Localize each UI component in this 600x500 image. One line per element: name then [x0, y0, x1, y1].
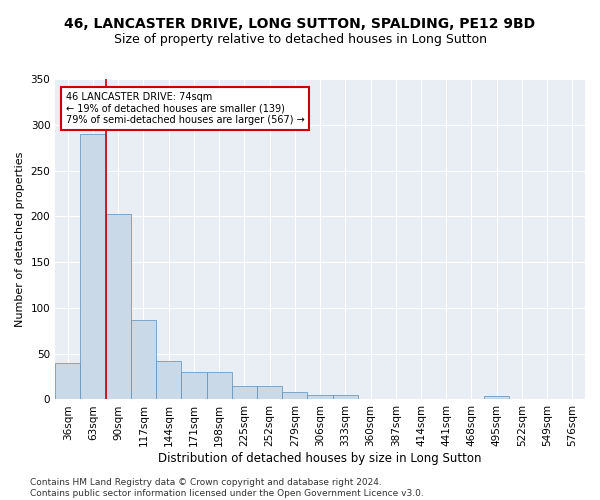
Bar — [106, 214, 131, 400]
Bar — [484, 396, 509, 400]
Text: 46, LANCASTER DRIVE, LONG SUTTON, SPALDING, PE12 9BD: 46, LANCASTER DRIVE, LONG SUTTON, SPALDI… — [64, 18, 536, 32]
X-axis label: Distribution of detached houses by size in Long Sutton: Distribution of detached houses by size … — [158, 452, 482, 465]
Bar — [257, 386, 282, 400]
Bar — [206, 372, 232, 400]
Bar — [156, 361, 181, 400]
Bar — [181, 372, 206, 400]
Bar — [232, 386, 257, 400]
Text: Contains HM Land Registry data © Crown copyright and database right 2024.
Contai: Contains HM Land Registry data © Crown c… — [30, 478, 424, 498]
Bar — [282, 392, 307, 400]
Text: Size of property relative to detached houses in Long Sutton: Size of property relative to detached ho… — [113, 32, 487, 46]
Bar — [55, 363, 80, 400]
Text: 46 LANCASTER DRIVE: 74sqm
← 19% of detached houses are smaller (139)
79% of semi: 46 LANCASTER DRIVE: 74sqm ← 19% of detac… — [66, 92, 305, 125]
Bar — [332, 395, 358, 400]
Bar — [307, 395, 332, 400]
Bar — [131, 320, 156, 400]
Bar — [80, 134, 106, 400]
Y-axis label: Number of detached properties: Number of detached properties — [15, 152, 25, 327]
